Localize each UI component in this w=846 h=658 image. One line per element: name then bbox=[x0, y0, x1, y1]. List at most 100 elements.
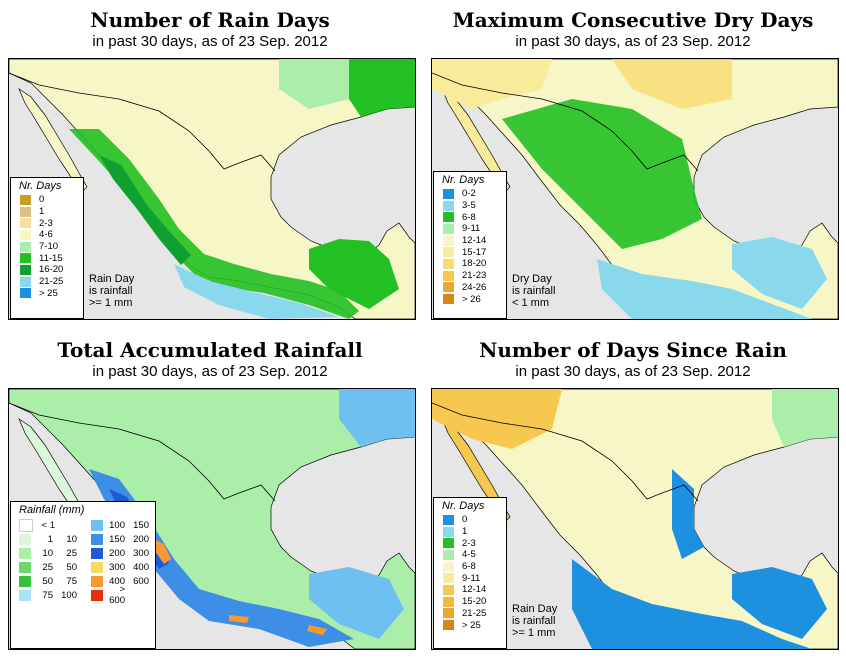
note-line: Rain Day bbox=[89, 273, 135, 285]
note-line: >= 1 mm bbox=[89, 297, 133, 309]
legend-item: 0-2 bbox=[434, 188, 506, 200]
legend-item: 21-25 bbox=[11, 276, 83, 288]
legend-item: 18-20 bbox=[434, 258, 506, 270]
legend-title: Nr. Days bbox=[442, 174, 485, 186]
wet-zone bbox=[69, 129, 359, 319]
legend-item: 12-14 bbox=[434, 235, 506, 247]
extreme-rain-spots bbox=[154, 539, 327, 635]
map-graphic bbox=[432, 389, 838, 649]
legend-item: 4-6 bbox=[11, 229, 83, 241]
legend-column-left: < 1 1 10 10 25 25 50 50 75 75 100 bbox=[11, 518, 83, 602]
legend-item: 3-5 bbox=[434, 200, 506, 212]
legend-item: 400 600 bbox=[83, 574, 155, 588]
legend-item: 11-15 bbox=[11, 252, 83, 264]
note-line: is rainfall bbox=[89, 285, 133, 297]
panel-rain-days: Number of Rain Days in past 30 days, as … bbox=[0, 0, 420, 320]
legend-item: 9-11 bbox=[434, 223, 506, 235]
panel-subtitle: in past 30 days, as of 23 Sep. 2012 bbox=[515, 33, 751, 50]
legend-item: 15-20 bbox=[434, 596, 506, 608]
recent-rain-east bbox=[672, 469, 704, 559]
us-border-line bbox=[9, 72, 276, 172]
legend-item: < 1 bbox=[11, 518, 83, 532]
baja-peninsula bbox=[441, 418, 511, 522]
recent-rain-south bbox=[572, 559, 812, 649]
legend-item: 2-3 bbox=[434, 537, 506, 549]
legend-item: 150 200 bbox=[83, 532, 155, 546]
legend-rain-days: Nr. Days 0 1 2-3 4-6 7-10 11-15 16-20 21… bbox=[10, 177, 84, 319]
legend-item: 25 50 bbox=[11, 560, 83, 574]
legend-item: 21-23 bbox=[434, 270, 506, 282]
map-graphic bbox=[9, 59, 415, 319]
very-wet-coast bbox=[174, 264, 339, 319]
legend-item: 7-10 bbox=[11, 241, 83, 253]
legend-item: 1 bbox=[11, 206, 83, 218]
legend-item: 4-5 bbox=[434, 549, 506, 561]
legend-item: 15-17 bbox=[434, 246, 506, 258]
yucatan-zone bbox=[732, 237, 827, 309]
legend-item: 2-3 bbox=[11, 217, 83, 229]
legend-item: 200 300 bbox=[83, 546, 155, 560]
legend-item: 1 10 bbox=[11, 532, 83, 546]
legend-days-since-rain: Nr. Days 0 1 2-3 4-5 6-8 9-11 12-14 15-2… bbox=[433, 497, 507, 649]
gulf-coast-wet bbox=[349, 59, 415, 117]
note-line: < 1 mm bbox=[512, 297, 549, 309]
us-border-line bbox=[432, 72, 699, 172]
dry-northeast bbox=[612, 59, 732, 109]
panel-subtitle: in past 30 days, as of 23 Sep. 2012 bbox=[515, 363, 751, 380]
us-border-line bbox=[9, 402, 276, 502]
note-line: Rain Day bbox=[512, 603, 558, 615]
panel-title: Maximum Consecutive Dry Days bbox=[452, 8, 814, 32]
panel-title: Total Accumulated Rainfall bbox=[57, 338, 363, 362]
map-rain-days: Nr. Days 0 1 2-3 4-6 7-10 11-15 16-20 21… bbox=[8, 58, 416, 320]
note-line: >= 1 mm bbox=[512, 627, 556, 639]
legend-item: > 25 bbox=[434, 619, 506, 631]
map-days-since-rain: Nr. Days 0 1 2-3 4-5 6-8 9-11 12-14 15-2… bbox=[431, 388, 839, 650]
legend-item: > 600 bbox=[83, 584, 155, 606]
legend-item: 100 150 bbox=[83, 518, 155, 532]
legend-item: 75 100 bbox=[11, 588, 83, 602]
legend-item: 9-11 bbox=[434, 572, 506, 584]
gulf-coast-rain bbox=[772, 389, 838, 447]
legend-column-right: 100 150 150 200 200 300 300 400 400 600 > 600 bbox=[83, 518, 155, 606]
note-line: Dry Day bbox=[512, 273, 552, 285]
yucatan-rain bbox=[309, 567, 404, 639]
moderate-zone bbox=[502, 99, 702, 249]
legend-item: 0 bbox=[11, 194, 83, 206]
yucatan-wet bbox=[309, 239, 399, 309]
yucatan-rain bbox=[732, 567, 827, 639]
map-dry-days: Nr. Days 0-2 3-5 6-8 9-11 12-14 15-17 18… bbox=[431, 58, 839, 320]
us-border-line bbox=[432, 402, 699, 502]
gulf-coast-rain bbox=[339, 389, 415, 447]
dry-northwest bbox=[432, 389, 562, 449]
legend-item: 6-8 bbox=[434, 561, 506, 573]
legend-item: 50 75 bbox=[11, 574, 83, 588]
panel-subtitle: in past 30 days, as of 23 Sep. 2012 bbox=[92, 363, 328, 380]
legend-item: 24-26 bbox=[434, 282, 506, 294]
map-note: Dry Day is rainfall < 1 mm bbox=[512, 273, 555, 309]
map-graphic bbox=[432, 59, 838, 319]
panel-title: Number of Rain Days bbox=[90, 8, 330, 32]
panel-days-since-rain: Number of Days Since Rain in past 30 day… bbox=[423, 330, 843, 650]
northeast-wet bbox=[279, 59, 349, 109]
legend-dry-days: Nr. Days 0-2 3-5 6-8 9-11 12-14 15-17 18… bbox=[433, 171, 507, 319]
legend-item: 300 400 bbox=[83, 560, 155, 574]
legend-item: 1 bbox=[434, 526, 506, 538]
panel-rainfall: Total Accumulated Rainfall in past 30 da… bbox=[0, 330, 420, 650]
legend-item: 12-14 bbox=[434, 584, 506, 596]
note-line: is rainfall bbox=[512, 285, 556, 297]
legend-item: > 25 bbox=[11, 288, 83, 300]
dry-north bbox=[432, 59, 552, 109]
legend-title: Nr. Days bbox=[19, 180, 62, 192]
legend-item: > 26 bbox=[434, 293, 506, 305]
legend-item: 21-25 bbox=[434, 608, 506, 620]
map-note: Rain Day is rainfall >= 1 mm bbox=[512, 603, 557, 639]
note-line: is rainfall bbox=[512, 615, 556, 627]
baja-peninsula bbox=[18, 88, 88, 192]
baja-peninsula bbox=[441, 88, 511, 192]
wet-zone-core bbox=[99, 155, 191, 265]
legend-item: 16-20 bbox=[11, 264, 83, 276]
legend-title: Nr. Days bbox=[442, 500, 485, 512]
map-rainfall: Rainfall (mm) < 1 1 10 10 25 25 50 50 75 75 1… bbox=[8, 388, 416, 650]
map-note: Rain Day is rainfall >= 1 mm bbox=[89, 273, 134, 309]
heavy-rain-band bbox=[89, 469, 354, 647]
